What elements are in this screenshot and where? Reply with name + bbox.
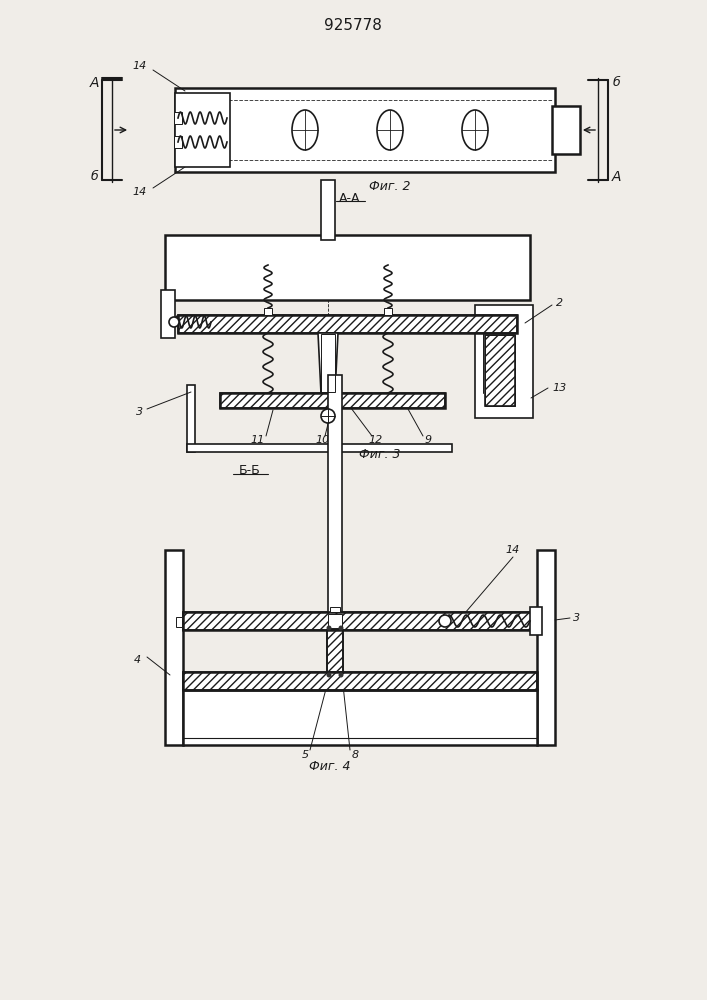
Bar [178, 315, 517, 333]
Bar [321, 334, 335, 392]
Bar [183, 612, 537, 630]
Text: 2: 2 [556, 298, 563, 308]
Text: б: б [90, 170, 98, 184]
Bar [330, 607, 340, 612]
Text: 9: 9 [424, 435, 431, 445]
Text: Фиг. 4: Фиг. 4 [309, 760, 351, 774]
Text: 5: 5 [301, 750, 308, 760]
Bar [183, 612, 537, 630]
Text: 4: 4 [134, 655, 141, 665]
Bar [174, 112, 182, 124]
Bar [475, 305, 533, 418]
Bar [183, 690, 537, 745]
Bar [220, 393, 445, 408]
Bar [537, 550, 555, 745]
Text: 14: 14 [506, 545, 520, 555]
Bar [485, 335, 515, 406]
Bar [327, 630, 343, 672]
Text: Фиг. 3: Фиг. 3 [359, 448, 401, 462]
Bar [174, 136, 182, 148]
Bar [178, 315, 517, 333]
Circle shape [339, 672, 344, 678]
Bar [328, 375, 342, 612]
Bar [183, 672, 537, 690]
Text: 925778: 925778 [324, 17, 382, 32]
Bar [176, 617, 182, 627]
Bar [165, 550, 183, 745]
Bar [175, 93, 230, 167]
Text: Б-Б: Б-Б [239, 464, 261, 477]
Bar [384, 308, 392, 315]
Text: б: б [612, 77, 620, 90]
Text: 14: 14 [133, 187, 147, 197]
Text: А: А [89, 76, 99, 90]
Bar [175, 88, 555, 172]
Ellipse shape [292, 110, 318, 150]
Bar [264, 308, 272, 315]
Bar [165, 235, 530, 300]
Bar [321, 334, 335, 392]
Polygon shape [318, 333, 338, 393]
Text: 8: 8 [351, 750, 358, 760]
Text: А-А: А-А [339, 192, 361, 205]
Text: 11: 11 [251, 435, 265, 445]
Bar [552, 106, 580, 154]
Text: 3: 3 [573, 613, 580, 623]
Bar [220, 393, 445, 408]
Circle shape [321, 409, 335, 423]
Circle shape [169, 317, 179, 327]
Circle shape [339, 626, 344, 631]
Circle shape [439, 615, 451, 627]
Bar [530, 607, 542, 635]
Bar [485, 335, 515, 406]
Circle shape [327, 626, 332, 631]
Ellipse shape [462, 110, 488, 150]
Text: 10: 10 [316, 435, 330, 445]
Circle shape [327, 672, 332, 678]
Bar [183, 672, 537, 690]
Bar [187, 444, 452, 452]
Text: 12: 12 [369, 435, 383, 445]
Bar [161, 290, 175, 338]
Text: 13: 13 [553, 383, 567, 393]
Bar [328, 614, 342, 628]
Text: 3: 3 [136, 407, 144, 417]
Bar [327, 630, 343, 672]
Ellipse shape [377, 110, 403, 150]
Bar [187, 385, 195, 452]
Text: А: А [612, 170, 621, 184]
Text: 14: 14 [133, 61, 147, 71]
Text: Фиг. 2: Фиг. 2 [369, 180, 411, 192]
Bar [321, 180, 335, 240]
